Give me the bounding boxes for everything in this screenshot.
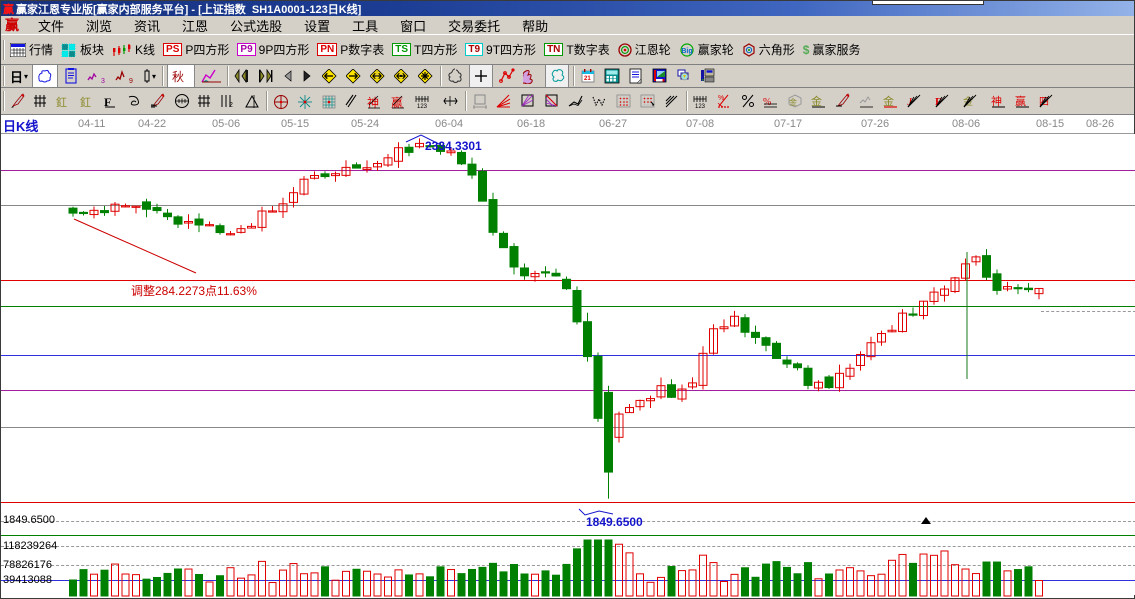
svg-text:21: 21 xyxy=(584,76,591,82)
svg-text:3: 3 xyxy=(101,78,105,84)
svg-text:赢: 赢 xyxy=(1015,94,1026,108)
svg-text:123: 123 xyxy=(417,104,428,109)
svg-text:神: 神 xyxy=(367,96,379,109)
svg-text:2: 2 xyxy=(229,102,233,109)
svg-text:釭: 釭 xyxy=(56,95,67,109)
svg-text:123: 123 xyxy=(695,104,706,109)
svg-text:秋: 秋 xyxy=(172,70,184,84)
svg-text:金: 金 xyxy=(789,97,797,107)
svg-text:%: % xyxy=(718,95,724,102)
svg-text:神: 神 xyxy=(991,94,1002,108)
svg-text:金: 金 xyxy=(811,94,822,108)
svg-text:9: 9 xyxy=(129,78,133,84)
svg-text:%: % xyxy=(763,97,771,108)
svg-text:釭: 釭 xyxy=(80,95,91,109)
svg-text:金: 金 xyxy=(883,94,894,108)
svg-text:Big: Big xyxy=(681,48,692,55)
